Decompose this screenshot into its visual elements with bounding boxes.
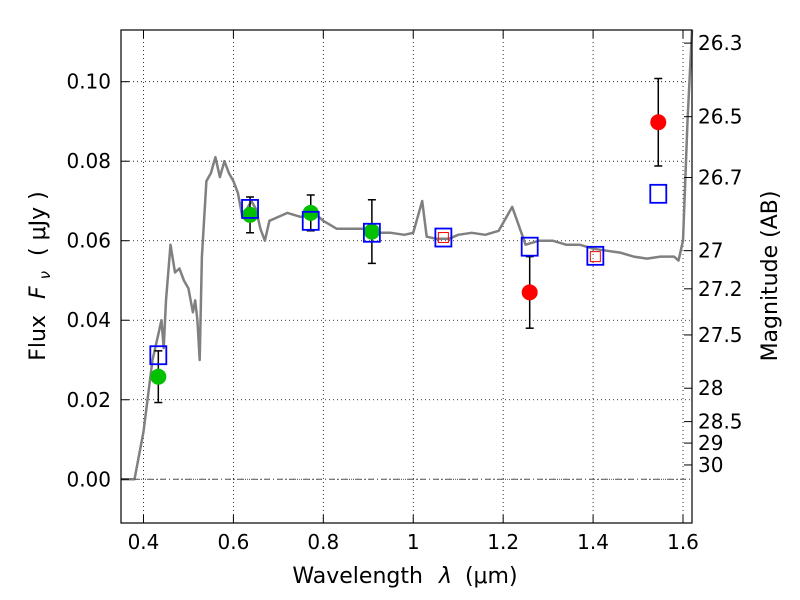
observed-points-group [150,114,667,385]
plot-frame [120,29,693,524]
x-tick-label: 1.6 [667,530,699,554]
x-tick-label: 0.4 [128,530,160,554]
right-tick-label: 27 [698,239,723,263]
y-tick-label: 0.04 [66,308,111,332]
model-box [362,222,381,243]
y-axis-label-symbol: F [26,286,51,299]
x-axis-label: Wavelength λ (μm) [292,564,517,589]
model-box [520,236,539,257]
sed-curve-group [121,29,694,481]
right-tick-label: 27.5 [698,323,743,347]
axes-group [120,29,693,524]
y-tick-label: 0.06 [66,229,111,253]
x-tick-label: 1.4 [577,530,609,554]
y-axis-label-unit: ( μJy ) [26,191,51,256]
y-tick-label: 0.10 [66,70,111,94]
x-tick-label: 1 [407,530,420,554]
model-boxes-group [149,183,668,366]
sed-curve-line [121,29,694,481]
x-axis-label-main: Wavelength [292,564,423,589]
y-tick-label: 0.00 [66,467,111,491]
y-tick-label: 0.08 [66,149,111,173]
observed-point [302,204,319,221]
x-tick-label: 1.2 [487,530,519,554]
x-tick-label: 0.8 [307,530,339,554]
observed-point [650,114,667,131]
right-tick-label: 26.3 [698,31,743,55]
observed-point [521,284,538,301]
y-axis-label: Flux F ν ( μJy ) [26,191,56,360]
right-tick-label: 26.5 [698,105,743,129]
model-box [434,227,453,248]
right-tick-label: 29 [698,431,723,455]
model-box [149,345,168,366]
errorbar-group [154,77,663,404]
tick-labels-group: 0.4 0.6 0.8 1 1.2 1.4 1.6 0.00 0.02 0.04 0.06 0.08 0… [66,31,742,554]
observed-point [150,368,167,385]
model-box [586,245,605,266]
observed-point-small [437,232,449,244]
observed-point [363,223,380,240]
observed-point [242,206,259,223]
right-axis-label: Magnitude (AB) [758,191,783,362]
y-axis-label-sub: ν [36,271,54,279]
right-tick-label: 30 [698,453,723,477]
right-tick-label: 28 [698,376,723,400]
observed-point-small [589,251,601,263]
y-axis-label-main: Flux [26,315,51,361]
x-axis-label-unit: (μm) [465,564,518,589]
right-tick-label: 28.5 [698,410,743,434]
right-tick-label: 27.2 [698,277,743,301]
x-tick-label: 0.6 [217,530,249,554]
y-tick-label: 0.02 [66,388,111,412]
x-axis-label-symbol: λ [438,564,452,589]
model-box [301,210,320,231]
right-tick-label: 26.7 [698,166,743,190]
model-box [241,199,259,219]
model-box [649,183,668,204]
grid [121,30,692,523]
